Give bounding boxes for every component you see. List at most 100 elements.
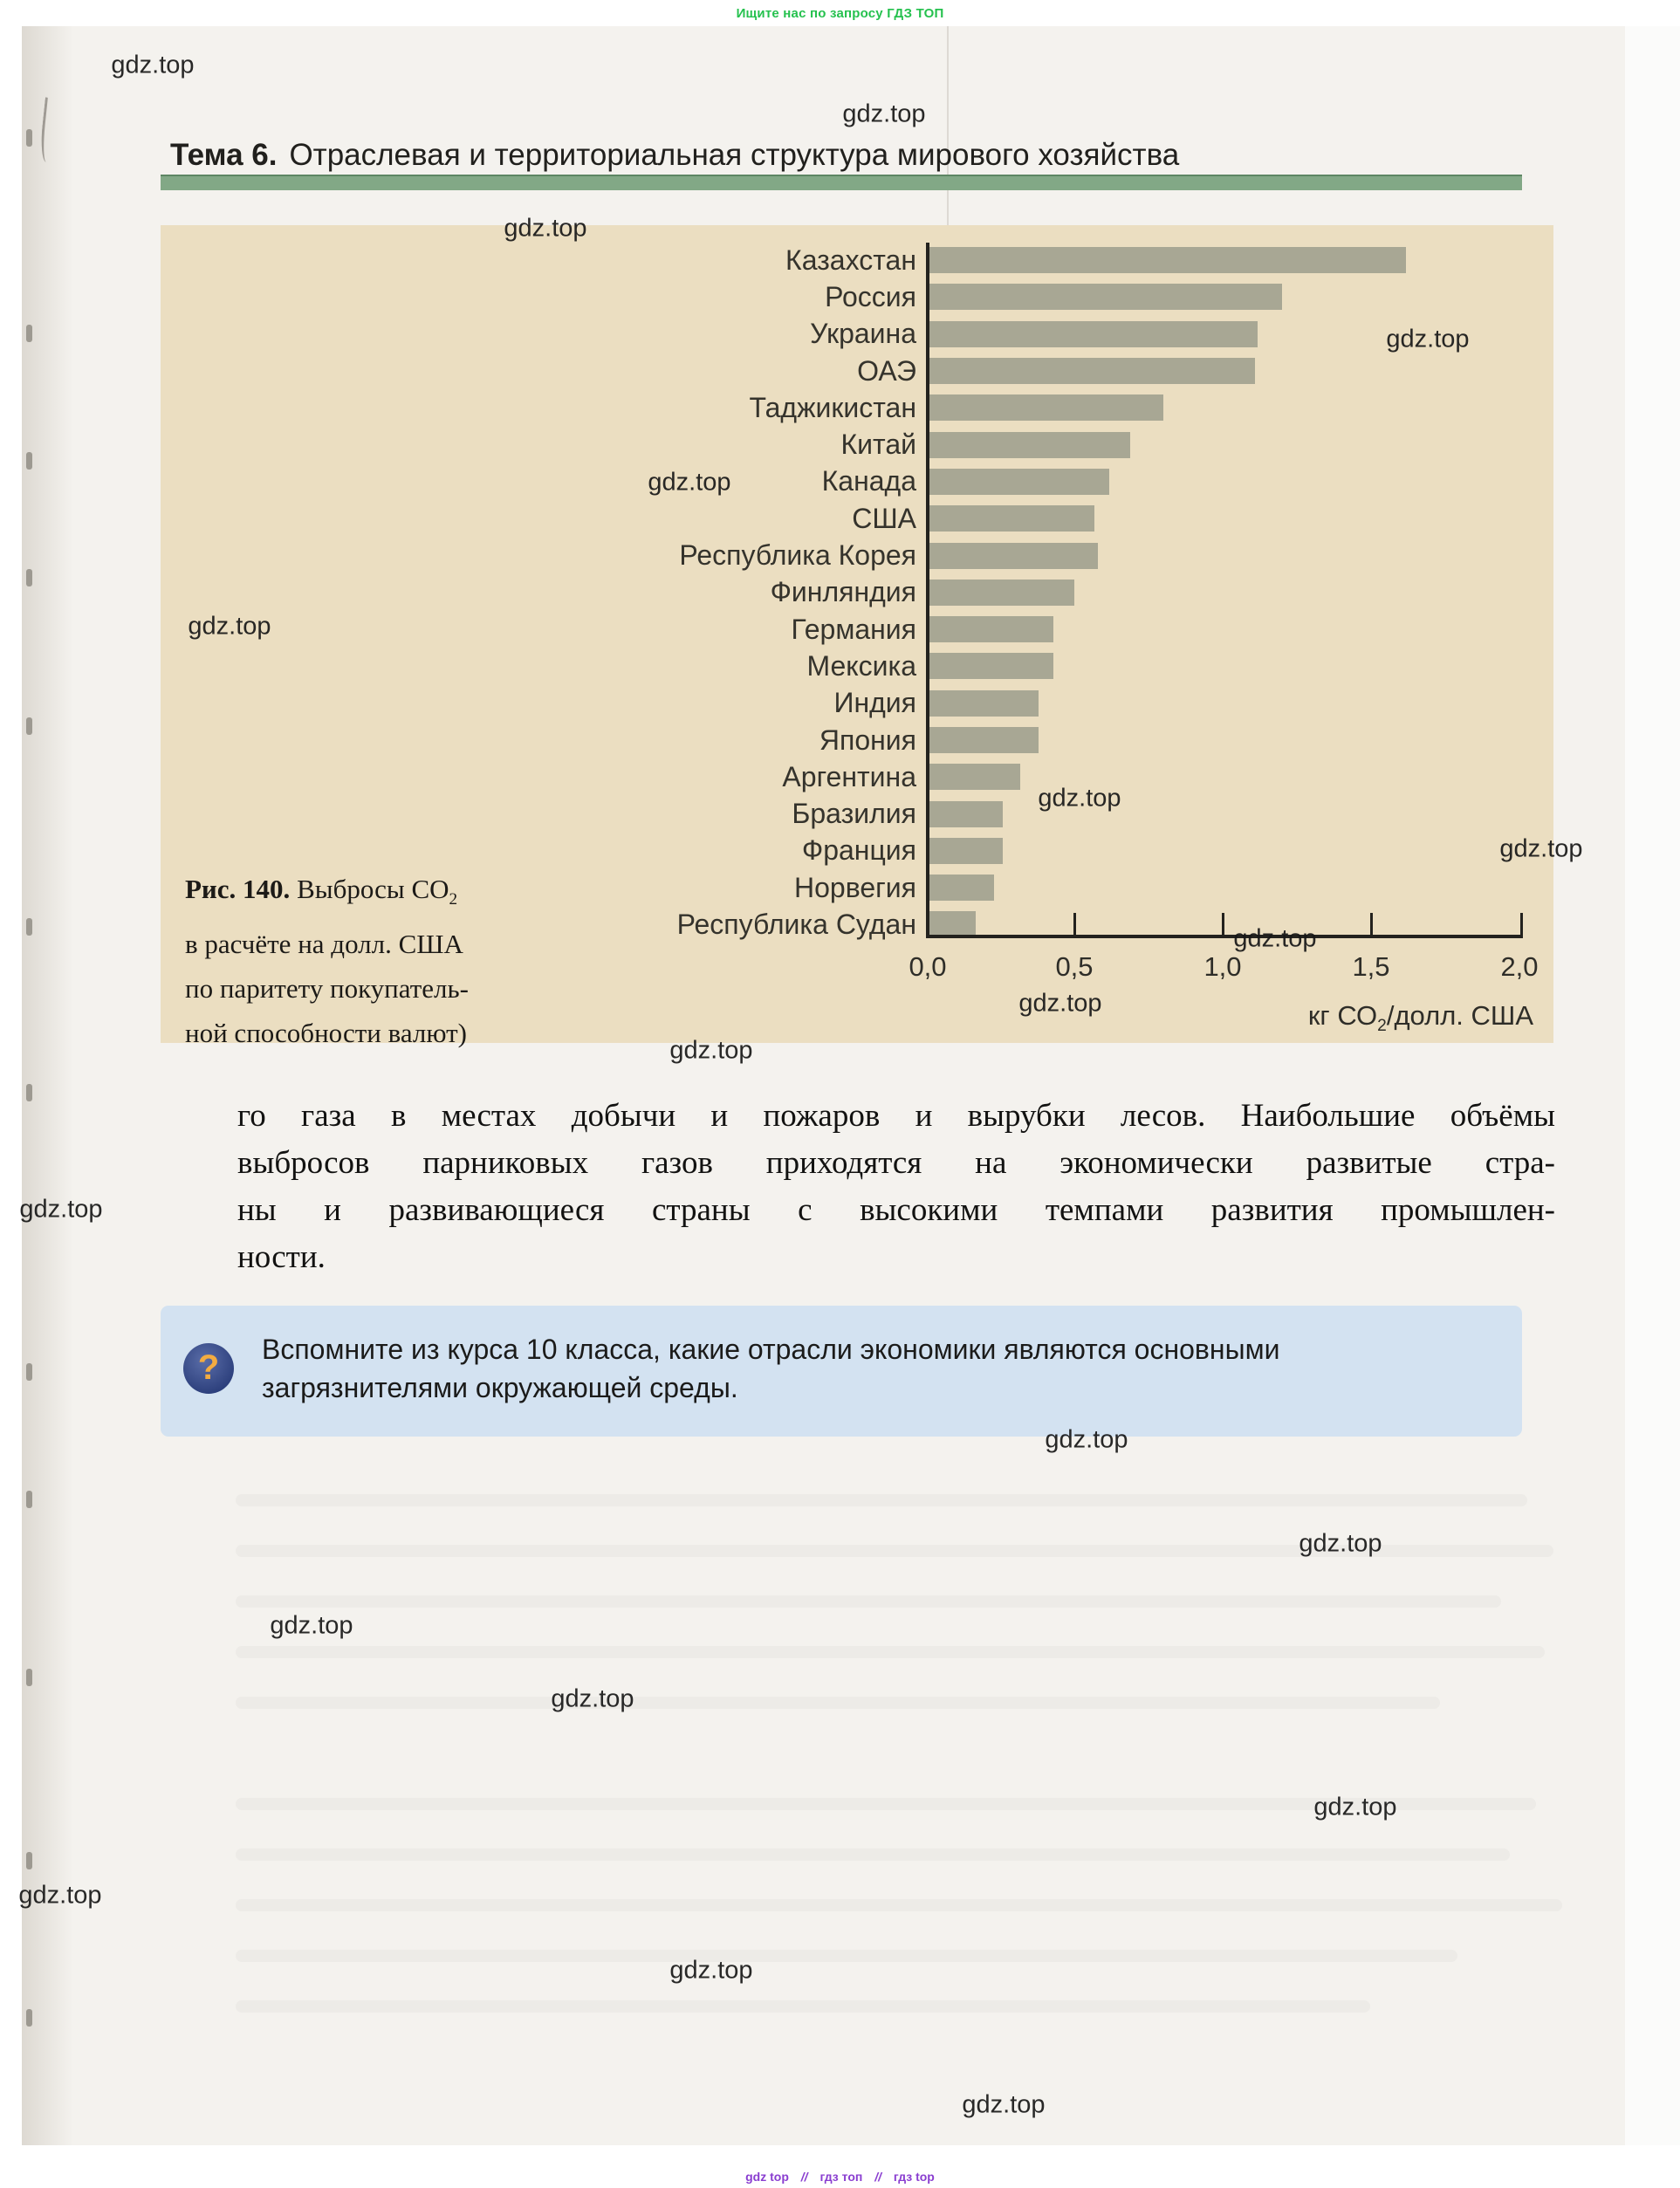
chart-row: Норвегия bbox=[161, 869, 1553, 906]
binding-mark bbox=[26, 1084, 32, 1101]
binding-mark bbox=[26, 129, 32, 147]
scan-bleedthrough bbox=[236, 1494, 1527, 1506]
question-callout-box: ? Вспомните из курса 10 класса, какие от… bbox=[161, 1306, 1522, 1437]
footer-link-gdz-top[interactable]: gdz top bbox=[745, 2170, 789, 2184]
binding-mark bbox=[26, 1852, 32, 1869]
scan-bleedthrough bbox=[236, 1798, 1536, 1810]
chart-row: Германия bbox=[161, 611, 1553, 648]
binding-mark bbox=[26, 1669, 32, 1686]
paragraph-line: ны и развивающиеся страны с высокими тем… bbox=[237, 1192, 1555, 1228]
watermark: gdz.top bbox=[1038, 784, 1121, 813]
chart-rows: Казахстан Россия Украина ОАЭ Таджикистан… bbox=[161, 242, 1553, 943]
bar bbox=[929, 468, 1110, 495]
bar bbox=[929, 616, 1053, 643]
chart-row: Финляндия bbox=[161, 574, 1553, 611]
scan-bleedthrough bbox=[236, 1646, 1545, 1658]
watermark: gdz.top bbox=[1499, 834, 1583, 863]
paragraph-line: го газа в местах добычи и пожаров и выру… bbox=[237, 1098, 1555, 1134]
bar-label: Республика Корея bbox=[679, 539, 916, 572]
paragraph-line: ности. bbox=[237, 1239, 326, 1275]
bar bbox=[929, 542, 1098, 569]
binding-mark bbox=[26, 325, 32, 342]
watermark: gdz.top bbox=[1386, 325, 1470, 353]
body-paragraph: го газа в местах добычи и пожаров и выру… bbox=[237, 1093, 1555, 1281]
theme-number: Тема 6. bbox=[170, 138, 278, 172]
green-divider-bar bbox=[161, 175, 1522, 190]
bar-label: Норвегия bbox=[793, 871, 916, 903]
binding-mark bbox=[26, 1363, 32, 1381]
chart-row: Мексика bbox=[161, 648, 1553, 684]
x-axis-line bbox=[926, 935, 1523, 938]
watermark: gdz.top bbox=[1233, 924, 1317, 953]
footer-link-gdz-top-mixed[interactable]: гдз top bbox=[893, 2170, 935, 2184]
scan-bleedthrough bbox=[236, 1848, 1510, 1861]
watermark: gdz.top bbox=[1018, 989, 1102, 1018]
promo-banner: Ищите нас по запросу ГДЗ ТОП bbox=[736, 6, 944, 21]
bar bbox=[929, 320, 1258, 347]
watermark: gdz.top bbox=[648, 468, 731, 497]
x-tick-label: 1,0 bbox=[1203, 951, 1242, 982]
bar bbox=[929, 505, 1095, 532]
scan-bleedthrough bbox=[236, 1899, 1562, 1911]
bar bbox=[929, 911, 977, 938]
x-tick bbox=[1520, 913, 1523, 935]
bar-label: Франция bbox=[801, 834, 916, 867]
bar-label: Республика Судан bbox=[676, 908, 916, 940]
binding-mark bbox=[26, 1491, 32, 1508]
bar-label: Германия bbox=[791, 613, 916, 645]
bar-label: Мексика bbox=[806, 649, 916, 682]
footer-links: gdz top // гдз топ // гдз top bbox=[0, 2170, 1680, 2184]
caption-line-3: по паритету покупатель- bbox=[185, 973, 469, 1005]
scan-bleedthrough bbox=[236, 1545, 1553, 1557]
question-line-1: Вспомните из курса 10 класса, какие отра… bbox=[262, 1334, 1280, 1365]
scan-bleedthrough bbox=[236, 1950, 1457, 1962]
x-tick bbox=[1370, 913, 1373, 935]
binding-mark bbox=[26, 918, 32, 936]
chart-row: Япония bbox=[161, 722, 1553, 758]
bar bbox=[929, 247, 1407, 274]
footer-separator: // bbox=[800, 2170, 808, 2184]
chart-row: Украина bbox=[161, 316, 1553, 353]
bar-label: Таджикистан bbox=[749, 391, 917, 423]
bar-label: Украина bbox=[810, 318, 916, 350]
chart-row: Таджикистан bbox=[161, 389, 1553, 426]
figure-caption: Рис. 140. Выбросы СО2 в расчёте на долл.… bbox=[185, 867, 469, 1055]
page-right-margin bbox=[1625, 26, 1680, 2145]
co2-bar-chart: Казахстан Россия Украина ОАЭ Таджикистан… bbox=[161, 225, 1553, 1048]
watermark: gdz.top bbox=[669, 1956, 753, 1985]
chart-row: Аргентина bbox=[161, 758, 1553, 795]
chart-row: Республика Корея bbox=[161, 537, 1553, 573]
chart-row: ОАЭ bbox=[161, 353, 1553, 389]
footer-link-gdz-top-ru[interactable]: гдз топ bbox=[819, 2170, 863, 2184]
watermark: gdz.top bbox=[270, 1611, 353, 1640]
scan-crease bbox=[947, 26, 949, 275]
watermark: gdz.top bbox=[188, 612, 271, 641]
chart-row: Республика Судан bbox=[161, 906, 1553, 943]
watermark: gdz.top bbox=[1313, 1793, 1397, 1821]
watermark: gdz.top bbox=[19, 1195, 103, 1224]
bar-label: ОАЭ bbox=[857, 354, 916, 387]
x-tick-label: 1,5 bbox=[1352, 951, 1390, 982]
x-tick-label: 0,5 bbox=[1055, 951, 1094, 982]
bar bbox=[929, 284, 1282, 311]
x-tick bbox=[1222, 913, 1224, 935]
question-text: Вспомните из курса 10 класса, какие отра… bbox=[262, 1330, 1279, 1407]
caption-line-1: Рис. 140. Выбросы СО2 bbox=[185, 874, 458, 909]
bar bbox=[929, 431, 1131, 458]
watermark: gdz.top bbox=[551, 1684, 634, 1713]
binding-mark bbox=[26, 452, 32, 470]
chart-row: Индия bbox=[161, 685, 1553, 722]
watermark: gdz.top bbox=[669, 1036, 753, 1065]
chart-row: Казахстан bbox=[161, 242, 1553, 278]
bar bbox=[929, 764, 1021, 791]
watermark: gdz.top bbox=[842, 99, 926, 128]
bar-label: Бразилия bbox=[792, 798, 916, 830]
watermark: gdz.top bbox=[1299, 1529, 1382, 1558]
page-title: Отраслевая и территориальная структура м… bbox=[289, 138, 1180, 172]
scan-bleedthrough bbox=[236, 1697, 1440, 1709]
watermark: gdz.top bbox=[1045, 1425, 1128, 1454]
caption-line-2: в расчёте на долл. США bbox=[185, 929, 463, 960]
bar bbox=[929, 394, 1163, 422]
bar bbox=[929, 653, 1053, 680]
watermark: gdz.top bbox=[111, 51, 195, 79]
